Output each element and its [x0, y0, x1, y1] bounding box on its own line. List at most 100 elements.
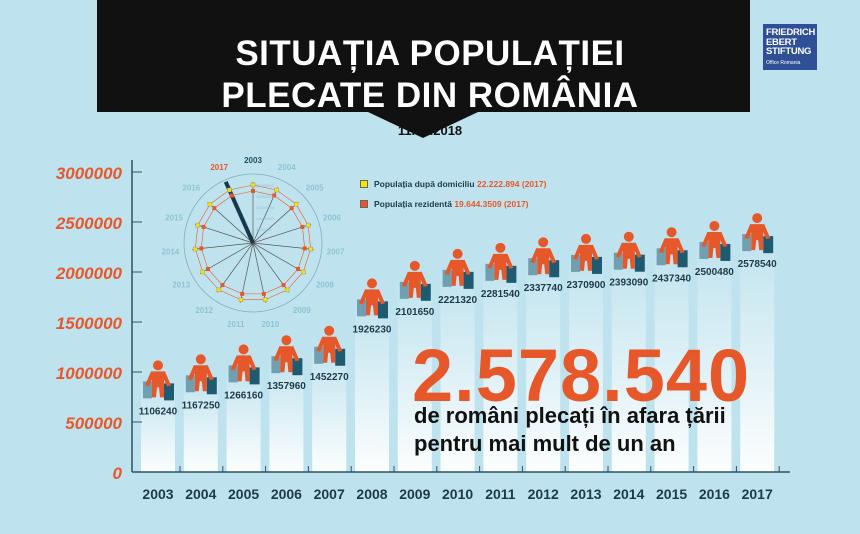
person-body: [316, 336, 343, 363]
person-head: [367, 278, 377, 289]
migrant-figure-icon: [399, 260, 431, 301]
person-body: [359, 289, 385, 316]
bar-2008: [355, 299, 389, 472]
bar-2014: [611, 252, 646, 472]
x-tick-label: 2014: [613, 486, 644, 502]
suitcase-icon: [442, 269, 452, 287]
radar-point-rezidenta: [199, 246, 204, 251]
legend-label: Populația rezidentă: [374, 199, 452, 209]
radar-point-domiciliu: [301, 269, 306, 275]
suitcase-icon: [656, 248, 666, 266]
person-head: [238, 344, 249, 355]
suitcase-icon: [677, 250, 688, 268]
headline-line-1: de români plecați în afara țării: [414, 403, 726, 428]
person-body: [230, 355, 257, 382]
radar-point-domiciliu: [207, 201, 213, 207]
migrant-figure-icon: [185, 354, 217, 395]
legend-item-rezidenta: Populația rezidentă 19.644.3509 (2017): [360, 199, 529, 209]
radar-label: 2011: [227, 320, 245, 329]
person-head: [452, 248, 463, 259]
suitcase-icon: [292, 358, 303, 376]
radar-point-rezidenta: [261, 291, 266, 296]
suitcase-icon: [143, 381, 152, 399]
person-body: [615, 242, 642, 269]
y-tick-label: 1500000: [56, 314, 123, 333]
person-body: [401, 271, 428, 298]
data-label: 2578540: [738, 259, 777, 270]
x-tick-label: 2003: [142, 486, 173, 502]
radar-tick-label: 5000000: [256, 227, 272, 232]
radar-tick-label: 15000000: [256, 205, 275, 210]
migrant-figure-icon: [442, 248, 474, 289]
logo-line: EBERT: [766, 36, 797, 48]
radar-point-rezidenta: [240, 291, 245, 296]
logo-line: FRIEDRICH: [766, 27, 816, 38]
radar-point-rezidenta: [281, 283, 286, 288]
bar-2011: [483, 263, 518, 472]
data-label: 2437340: [652, 273, 691, 284]
migrant-figure-icon: [143, 360, 174, 401]
x-tick-label: 2007: [314, 486, 345, 502]
person-head: [409, 260, 420, 271]
radar-point-domiciliu: [308, 246, 313, 252]
x-tick-label: 2016: [699, 486, 730, 502]
suitcase-icon: [228, 365, 238, 383]
data-label: 2281540: [481, 289, 520, 300]
bar-2015: [654, 248, 689, 472]
radar-point-domiciliu: [274, 187, 279, 193]
radar-point-rezidenta: [289, 206, 294, 211]
y-tick-label: 3000000: [56, 164, 123, 183]
person-head: [709, 220, 720, 231]
radar-label: 2004: [278, 163, 296, 172]
radar-point-rezidenta: [229, 193, 234, 198]
suitcase-icon: [185, 375, 195, 393]
migrant-figure-icon: [613, 231, 645, 272]
bar-2006: [269, 356, 304, 472]
bar-2009: [397, 281, 432, 472]
radar-tick-label: 10000000: [256, 216, 275, 221]
bar-2010: [440, 269, 475, 472]
radar-point-domiciliu: [227, 187, 232, 193]
suitcase-icon: [206, 377, 217, 395]
migrant-figure-icon: [314, 325, 346, 366]
person-head: [581, 233, 591, 244]
suitcase-icon: [314, 346, 324, 364]
date: 11.02.2018: [397, 123, 463, 138]
radar-point-rezidenta: [212, 206, 217, 211]
radar-point-rezidenta: [272, 193, 277, 198]
radar-point-rezidenta: [220, 283, 225, 288]
person-body: [573, 244, 599, 271]
x-tick-label: 2008: [356, 486, 387, 502]
suitcase-icon: [613, 252, 623, 270]
suitcase-icon: [699, 241, 709, 259]
radar-point-domiciliu: [262, 297, 268, 302]
x-tick-label: 2012: [528, 486, 559, 502]
person-body: [273, 346, 300, 373]
person-head: [623, 231, 634, 242]
data-label: 1167250: [182, 400, 221, 411]
radar-tick-label: 20000000: [256, 194, 275, 199]
suitcase-icon: [420, 283, 431, 301]
person-head: [153, 360, 163, 371]
migrant-figure-icon: [742, 213, 774, 254]
migrant-figure-icon: [571, 233, 602, 274]
radar-outline: [183, 173, 323, 313]
bar-2017: [740, 234, 775, 472]
y-tick-label: 0: [113, 464, 123, 483]
person-head: [324, 325, 335, 336]
suitcase-icon: [549, 260, 560, 278]
migrant-figure-icon: [699, 220, 731, 261]
title-line-1: SITUAȚIA POPULAȚIEI: [235, 34, 625, 73]
legend-swatch: [360, 180, 368, 188]
person-body: [658, 238, 685, 265]
legend-item-domiciliu: Populația după domiciliu 22.222.894 (201…: [360, 179, 546, 189]
radar-point-rezidenta: [302, 246, 307, 251]
radar-label: 2013: [172, 281, 190, 290]
legend-value: 19.644.3509 (2017): [454, 199, 529, 209]
data-label: 1106240: [139, 406, 178, 417]
radar-label: 2014: [162, 248, 180, 257]
radar-label: 2017: [210, 163, 228, 172]
x-tick-label: 2015: [656, 486, 687, 502]
radar-label: 2015: [165, 213, 183, 222]
fes-logo: FRIEDRICH EBERT STIFTUNG Office Romania: [763, 24, 817, 70]
